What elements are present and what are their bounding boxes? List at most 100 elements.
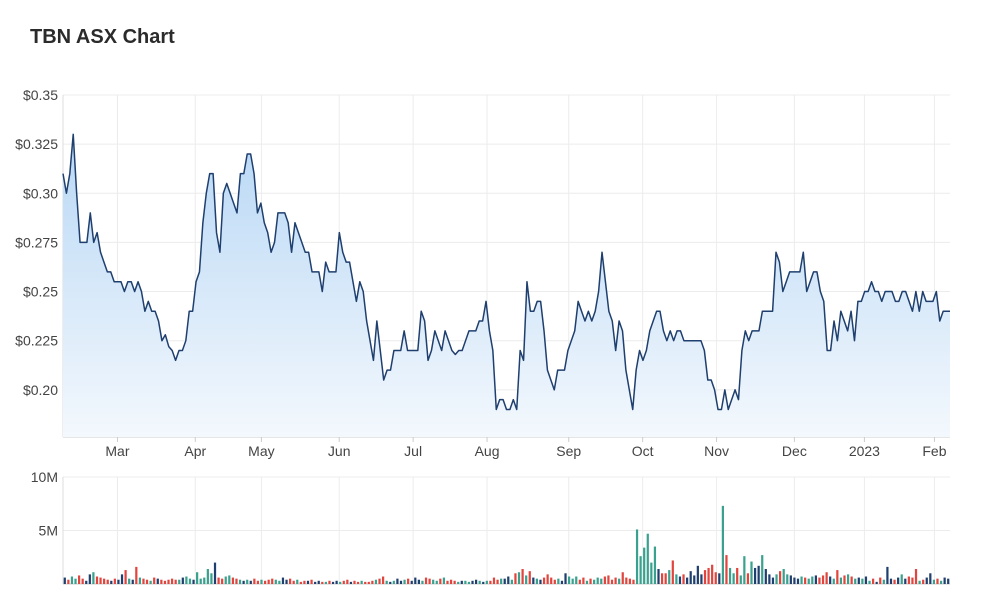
volume-bar	[292, 580, 295, 584]
price-x-tick-label: 2023	[849, 443, 880, 459]
volume-bar	[668, 570, 671, 584]
volume-bar	[346, 579, 349, 584]
volume-bar	[643, 547, 646, 584]
volume-bar	[947, 578, 950, 584]
volume-bar	[170, 578, 174, 584]
volume-bar	[753, 567, 757, 584]
volume-bar	[371, 580, 374, 584]
volume-bar	[743, 556, 746, 584]
volume-bar	[74, 578, 77, 584]
volume-bar	[793, 577, 796, 584]
volume-bar	[492, 577, 496, 584]
volume-bar	[199, 578, 202, 584]
volume-bar	[489, 580, 492, 584]
volume-bar	[67, 579, 70, 584]
volume-bar	[271, 578, 274, 584]
volume-bar	[600, 578, 603, 584]
volume-bar	[274, 579, 277, 584]
price-x-tick-label: Feb	[922, 443, 946, 459]
volume-bar	[149, 580, 152, 584]
volume-bar	[414, 577, 417, 584]
volume-bar	[728, 567, 732, 584]
volume-bar	[789, 575, 792, 584]
volume-bar	[854, 578, 857, 584]
volume-bar	[603, 576, 606, 584]
volume-bar	[864, 576, 868, 584]
volume-bar	[246, 579, 249, 584]
volume-bar	[929, 573, 932, 584]
volume-bar	[396, 578, 399, 584]
volume-bar	[478, 580, 481, 584]
volume-bar	[435, 580, 438, 584]
volume-bar	[628, 578, 631, 584]
volume-bar	[95, 576, 99, 584]
volume-bar	[500, 578, 503, 584]
volume-bar	[796, 578, 800, 584]
volume-bar	[131, 579, 134, 584]
volume-bar	[188, 578, 192, 584]
price-x-tick-label: Dec	[782, 443, 807, 459]
volume-bars	[63, 505, 950, 584]
volume-bar	[213, 562, 217, 584]
volume-bar	[639, 556, 642, 584]
volume-bar	[914, 569, 918, 584]
volume-bar	[807, 578, 810, 584]
volume-bar	[939, 580, 943, 584]
volume-bar	[675, 574, 678, 584]
volume-y-tick-label: 5M	[39, 523, 58, 539]
volume-bar	[110, 580, 113, 584]
volume-bar	[761, 555, 764, 584]
volume-bar	[771, 577, 775, 584]
chart-title: TBN ASX Chart	[30, 26, 175, 48]
volume-bar	[467, 581, 471, 584]
volume-bar	[442, 577, 446, 584]
volume-y-tick-label: 10M	[31, 469, 58, 485]
volume-bar	[228, 575, 231, 584]
volume-bar	[650, 562, 653, 584]
volume-bar	[897, 577, 900, 584]
price-x-axis: Mar Apr May Jun Jul Aug Sep Oct Nov Dec 2023 Feb	[105, 443, 946, 459]
volume-bar	[192, 579, 195, 584]
volume-bar	[507, 576, 510, 584]
price-x-tick-label: Aug	[475, 443, 500, 459]
volume-bar	[857, 577, 860, 584]
volume-bar	[736, 567, 739, 584]
volume-bar	[585, 580, 589, 584]
volume-bar	[682, 574, 685, 584]
volume-bar	[510, 579, 513, 584]
volume-bar	[321, 581, 324, 584]
volume-bar	[328, 580, 331, 584]
price-chart: $0.35 $0.325 $0.30 $0.275 $0.25 $0.225 $0.20 M…	[15, 87, 950, 459]
volume-bar	[693, 575, 696, 584]
price-x-tick-label: Jul	[404, 443, 422, 459]
volume-bar	[124, 570, 127, 584]
price-line	[62, 133, 950, 411]
volume-bar	[660, 573, 664, 584]
volume-bar	[446, 580, 449, 584]
volume-bar	[77, 575, 81, 584]
volume-bar	[178, 579, 181, 584]
volume-bar	[689, 571, 692, 584]
volume-bar	[70, 576, 74, 584]
volume-bar	[900, 574, 903, 584]
volume-bar	[786, 574, 789, 584]
volume-bar	[882, 579, 885, 584]
volume-bar	[439, 578, 442, 584]
price-area	[63, 134, 950, 437]
price-x-tick-label: Oct	[632, 443, 654, 459]
price-y-tick-label: $0.275	[15, 234, 58, 250]
volume-bar	[260, 579, 263, 584]
volume-bar	[135, 566, 138, 584]
volume-bar	[936, 578, 939, 584]
volume-bar	[485, 580, 488, 584]
volume-bar	[839, 577, 843, 584]
volume-bar	[764, 569, 767, 584]
volume-bar	[263, 580, 267, 584]
volume-bar	[145, 579, 149, 584]
volume-bar	[339, 581, 342, 584]
volume-bar	[871, 578, 875, 584]
price-x-tick-label: Sep	[556, 443, 581, 459]
volume-bar	[596, 577, 599, 584]
volume-bar	[407, 578, 410, 584]
price-y-tick-label: $0.20	[23, 382, 58, 398]
